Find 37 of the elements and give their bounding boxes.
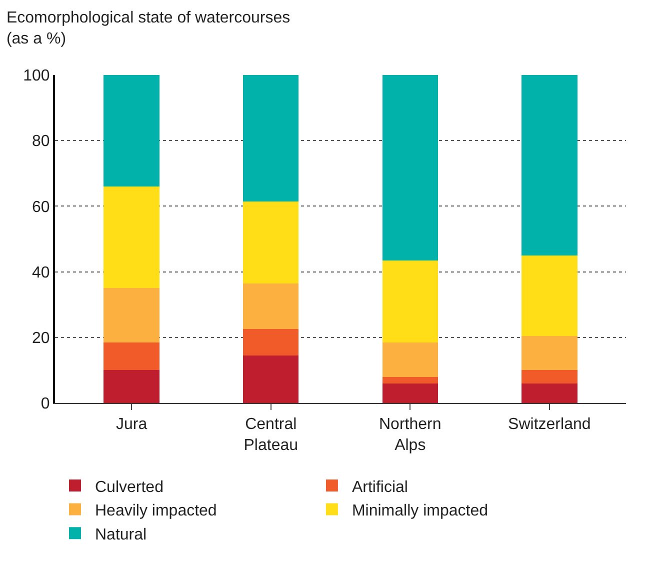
bar <box>382 260 438 342</box>
bar <box>243 201 299 284</box>
y-tick-label: 20 <box>32 330 50 347</box>
x-tick-label: Jura <box>116 416 148 434</box>
bar <box>522 370 578 384</box>
x-tick-label: Northern Alps <box>379 416 442 454</box>
bar <box>522 255 578 336</box>
bar <box>522 383 578 403</box>
legend-label: Culverted <box>95 478 164 496</box>
x-tick-label: Central Plateau <box>244 416 298 454</box>
legend-label: Heavily impacted <box>95 502 217 520</box>
bar <box>522 336 578 370</box>
bar <box>522 75 578 256</box>
y-tick-label: 40 <box>32 264 50 282</box>
chart-subtitle: (as a %) <box>6 30 66 48</box>
y-tick-label: 0 <box>40 396 50 413</box>
bar <box>382 383 438 403</box>
y-tick-label: 80 <box>32 133 50 150</box>
bar <box>243 75 299 202</box>
y-tick-label: 100 <box>23 68 50 85</box>
x-tick-label: Switzerland <box>508 416 591 434</box>
legend-label: Minimally impacted <box>352 502 488 520</box>
bar <box>104 186 160 288</box>
legend-label: Natural <box>95 526 147 544</box>
chart-title: Ecomorphological state of watercourses <box>6 10 290 27</box>
bar <box>382 376 438 384</box>
bar <box>382 75 438 260</box>
bar <box>243 283 299 330</box>
bar <box>104 288 160 342</box>
bar <box>104 342 160 370</box>
bar <box>382 342 438 377</box>
y-tick-label: 60 <box>32 198 50 216</box>
bar <box>243 355 299 403</box>
legend-label: Artificial <box>352 478 408 496</box>
bar <box>104 370 160 403</box>
bar <box>243 329 299 356</box>
bar <box>104 75 160 187</box>
